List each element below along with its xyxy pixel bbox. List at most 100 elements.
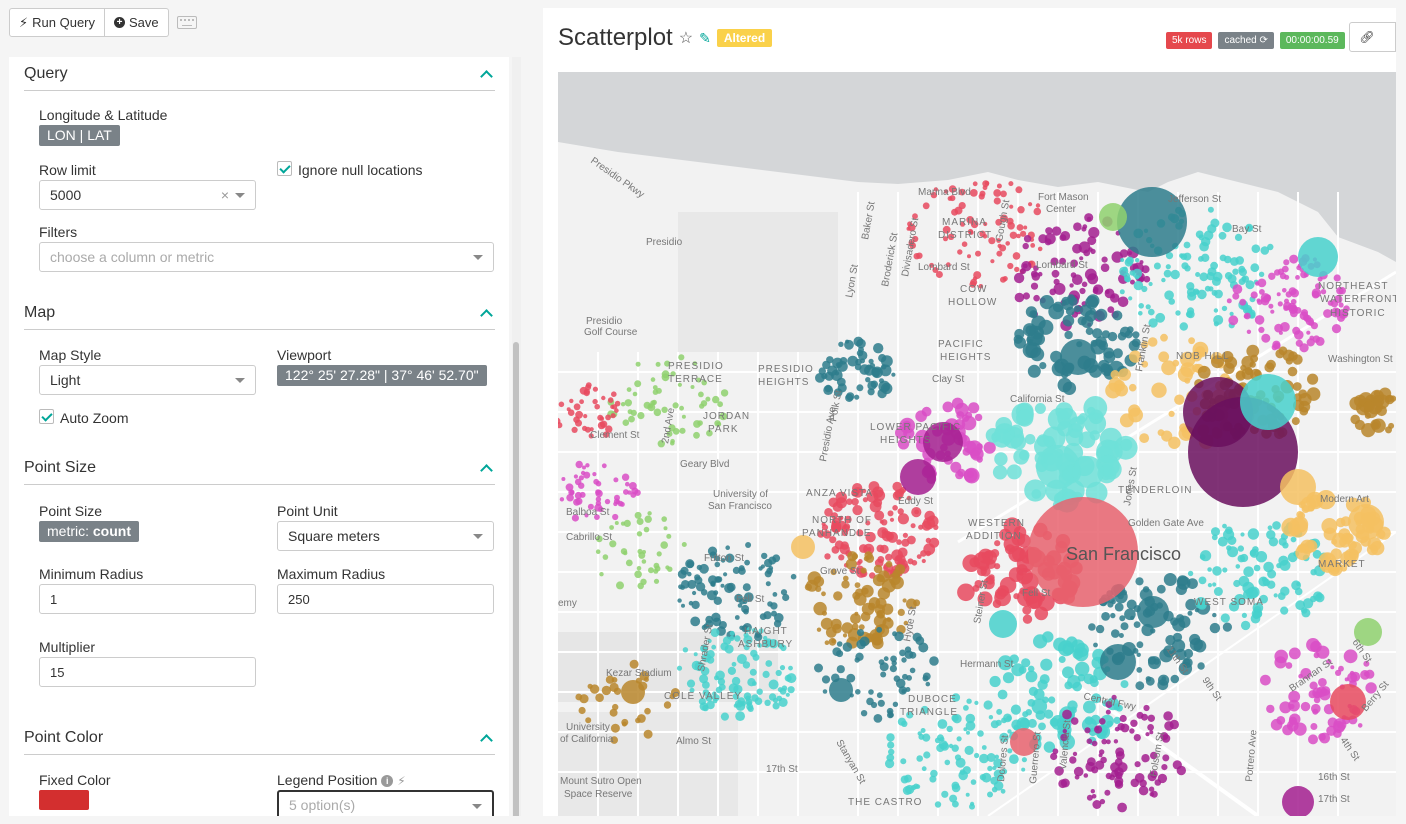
chevron-up-icon[interactable] — [481, 463, 491, 473]
chevron-up-icon[interactable] — [481, 733, 491, 743]
scatter-point — [1069, 283, 1074, 288]
chevron-up-icon[interactable] — [481, 308, 491, 318]
legend-position-select[interactable]: 5 option(s) — [277, 790, 494, 820]
scatter-point — [1039, 362, 1047, 370]
scatter-point — [605, 414, 611, 421]
chart-header: Scatterplot ☆ ✎ Altered — [558, 24, 773, 52]
scatter-point — [901, 689, 906, 694]
ignore-null-checkbox[interactable] — [277, 161, 292, 176]
scatter-point — [1310, 723, 1318, 730]
sutro-park — [558, 712, 738, 816]
multiplier-input[interactable] — [39, 657, 256, 687]
caret-down-icon[interactable] — [235, 193, 245, 198]
cached-badge[interactable]: cached ⟳ — [1218, 32, 1274, 49]
scatter-point — [1310, 595, 1317, 603]
clear-icon[interactable]: × — [220, 187, 229, 203]
map-label-castro: THE CASTRO — [848, 797, 922, 808]
scatter-point — [742, 583, 751, 592]
scatter-point — [1250, 263, 1260, 273]
caret-down-icon[interactable] — [472, 804, 482, 809]
refresh-icon[interactable]: ⟳ — [1259, 35, 1268, 46]
scatter-point — [1014, 328, 1025, 340]
scatter-point — [677, 598, 682, 603]
scatter-point — [1169, 719, 1179, 730]
auto-zoom-label: Auto Zoom — [60, 410, 129, 426]
scatter-point — [951, 781, 960, 790]
scatter-point — [1083, 773, 1089, 778]
scatterplot-map[interactable]: San Francisco Presidio Presidio Golf Cou… — [558, 72, 1396, 816]
scatter-point — [1058, 640, 1074, 657]
scatter-point — [655, 361, 661, 367]
viewport-value[interactable]: 122° 25' 27.28" | 37° 46' 52.70" — [277, 365, 487, 386]
filters-select[interactable]: choose a column or metric — [39, 242, 494, 272]
altered-badge[interactable]: Altered — [716, 29, 773, 47]
min-radius-input[interactable] — [39, 584, 256, 614]
scatter-point — [990, 549, 1000, 558]
scatter-point — [847, 355, 859, 367]
caret-down-icon[interactable] — [473, 534, 483, 539]
scatter-point — [1211, 527, 1220, 537]
max-radius-input[interactable] — [277, 584, 494, 614]
star-icon[interactable]: ☆ — [678, 30, 694, 47]
scatter-point — [979, 753, 989, 764]
scatter-point — [733, 684, 743, 694]
scatter-point — [1311, 288, 1322, 298]
scatter-point — [1276, 716, 1286, 725]
save-button[interactable]: + Save — [105, 8, 169, 37]
scatter-point — [1267, 569, 1277, 579]
scatter-point — [779, 665, 786, 671]
scatter-point — [597, 421, 606, 430]
keyboard-icon[interactable] — [176, 16, 197, 29]
point-unit-select[interactable]: Square meters — [277, 521, 494, 551]
scatter-point — [1037, 246, 1043, 252]
scatter-point — [707, 638, 712, 644]
scatter-point — [873, 564, 883, 574]
chevron-up-icon[interactable] — [481, 69, 491, 79]
scatter-point — [711, 612, 721, 622]
scatter-point — [679, 427, 686, 434]
scatter-bubble — [1330, 684, 1366, 720]
auto-zoom-checkbox[interactable] — [39, 409, 54, 424]
scatter-point — [1288, 690, 1301, 703]
more-button[interactable] — [1384, 22, 1396, 52]
scatter-point — [690, 385, 695, 389]
scatter-point — [942, 401, 954, 413]
scatter-point — [822, 530, 832, 539]
fixed-color-swatch[interactable] — [39, 790, 89, 810]
scatter-point — [1293, 722, 1307, 736]
scatter-point — [616, 581, 624, 590]
edit-icon[interactable]: ✎ — [699, 29, 711, 46]
scatter-point — [602, 431, 610, 438]
scatter-point — [1204, 285, 1211, 292]
map-label-almo: Almo St — [676, 736, 711, 747]
scatter-point — [693, 431, 700, 439]
scatter-point — [868, 358, 874, 364]
section-point-color-header[interactable]: Point Color — [24, 721, 495, 755]
scatter-point — [787, 686, 795, 694]
scatter-point — [900, 758, 907, 765]
scatter-point — [1020, 230, 1027, 237]
row-limit-select[interactable]: 5000 × — [39, 180, 256, 210]
scatter-point — [846, 673, 856, 683]
point-size-value[interactable]: metric: count — [39, 521, 139, 542]
scatter-point — [582, 425, 588, 431]
caret-down-icon[interactable] — [235, 378, 245, 383]
scatter-point — [845, 558, 857, 570]
scrollbar-thumb[interactable] — [513, 342, 519, 824]
run-query-button[interactable]: ⚡︎ Run Query — [9, 8, 106, 37]
scatter-point — [1120, 680, 1129, 689]
scatter-point — [1039, 295, 1054, 310]
scatter-point — [613, 477, 619, 483]
section-query-header[interactable]: Query — [24, 57, 495, 91]
scatter-point — [1145, 676, 1152, 682]
caret-down-icon[interactable] — [473, 255, 483, 260]
info-icon[interactable]: i — [381, 775, 394, 788]
section-point-size-header[interactable]: Point Size — [24, 451, 495, 485]
lonlat-value[interactable]: LON | LAT — [39, 125, 120, 146]
link-button[interactable]: 🔗︎ — [1349, 22, 1385, 52]
map-style-select[interactable]: Light — [39, 365, 256, 395]
section-map-header[interactable]: Map — [24, 296, 495, 330]
scatter-point — [1155, 312, 1166, 323]
scatter-point — [1374, 406, 1382, 413]
map-label-marina-blvd: Marina Blvd — [918, 187, 971, 198]
